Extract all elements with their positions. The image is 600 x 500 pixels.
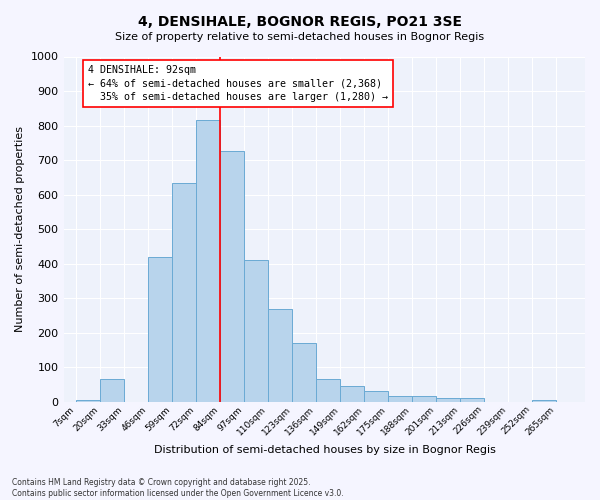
Bar bbox=[196, 120, 220, 402]
Bar bbox=[532, 400, 556, 402]
Bar bbox=[172, 182, 196, 402]
Bar bbox=[388, 396, 412, 402]
Text: Size of property relative to semi-detached houses in Bognor Regis: Size of property relative to semi-detach… bbox=[115, 32, 485, 42]
Y-axis label: Number of semi-detached properties: Number of semi-detached properties bbox=[15, 126, 25, 332]
Bar bbox=[292, 343, 316, 402]
X-axis label: Distribution of semi-detached houses by size in Bognor Regis: Distribution of semi-detached houses by … bbox=[154, 445, 496, 455]
Bar bbox=[436, 398, 460, 402]
Bar bbox=[148, 257, 172, 402]
Bar bbox=[100, 380, 124, 402]
Bar bbox=[316, 380, 340, 402]
Bar bbox=[76, 400, 100, 402]
Bar bbox=[220, 152, 244, 402]
Bar bbox=[268, 308, 292, 402]
Bar bbox=[364, 392, 388, 402]
Text: 4 DENSIHALE: 92sqm
← 64% of semi-detached houses are smaller (2,368)
  35% of se: 4 DENSIHALE: 92sqm ← 64% of semi-detache… bbox=[88, 65, 388, 102]
Text: Contains HM Land Registry data © Crown copyright and database right 2025.
Contai: Contains HM Land Registry data © Crown c… bbox=[12, 478, 344, 498]
Bar bbox=[340, 386, 364, 402]
Bar bbox=[244, 260, 268, 402]
Bar bbox=[412, 396, 436, 402]
Text: 4, DENSIHALE, BOGNOR REGIS, PO21 3SE: 4, DENSIHALE, BOGNOR REGIS, PO21 3SE bbox=[138, 15, 462, 29]
Bar bbox=[460, 398, 484, 402]
